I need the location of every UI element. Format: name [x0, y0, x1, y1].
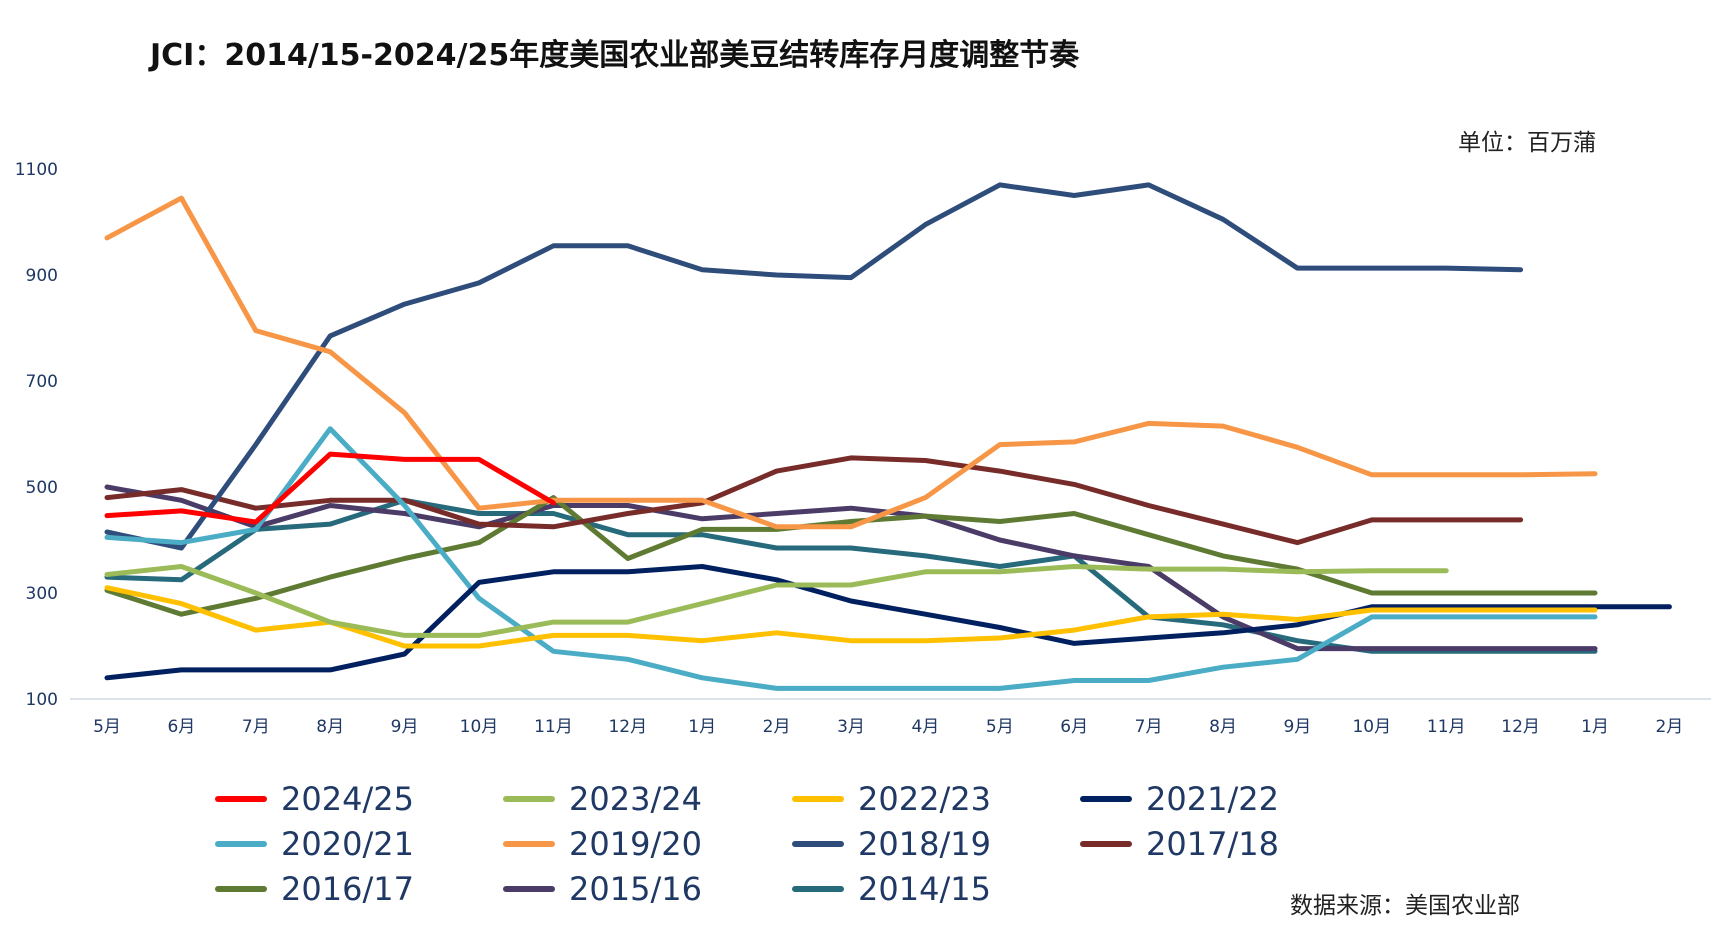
legend-swatch — [792, 841, 844, 847]
legend-swatch — [215, 886, 267, 892]
x-tick-label: 9月 — [1283, 717, 1311, 737]
legend-item: 2020/21 — [215, 825, 414, 863]
series-line-2022-23 — [104, 585, 1598, 649]
x-tick-label: 6月 — [1060, 717, 1088, 737]
legend-item: 2022/23 — [792, 780, 991, 818]
x-tick-label: 1月 — [1581, 717, 1609, 737]
legend-swatch — [215, 841, 267, 847]
legend-label: 2017/18 — [1146, 825, 1279, 863]
x-tick-label: 10月 — [1352, 717, 1391, 737]
legend-item: 2021/22 — [1080, 780, 1279, 818]
x-tick-label: 9月 — [391, 717, 419, 737]
legend-label: 2024/25 — [281, 780, 414, 818]
legend-label: 2022/23 — [858, 780, 991, 818]
x-tick-label: 8月 — [1209, 717, 1237, 737]
unit-label: 单位：百万蒲 — [1458, 130, 1596, 156]
legend-item: 2019/20 — [503, 825, 702, 863]
x-tick-label: 5月 — [986, 717, 1014, 737]
legend-swatch — [1080, 841, 1132, 847]
x-tick-label: 12月 — [608, 717, 647, 737]
legend-item: 2014/15 — [792, 870, 991, 908]
legend-swatch — [792, 886, 844, 892]
source-note: 数据来源：美国农业部 — [1290, 893, 1520, 919]
x-tick-label: 6月 — [167, 717, 195, 737]
x-tick-label: 2月 — [763, 717, 791, 737]
legend-swatch — [503, 841, 555, 847]
legend-label: 2018/19 — [858, 825, 991, 863]
x-tick-label: 7月 — [242, 717, 270, 737]
x-tick-label: 11月 — [534, 717, 573, 737]
legend-item: 2023/24 — [503, 780, 702, 818]
legend-label: 2020/21 — [281, 825, 414, 863]
legend-item: 2024/25 — [215, 780, 414, 818]
y-tick-label: 300 — [26, 584, 58, 604]
legend-swatch — [503, 886, 555, 892]
x-tick-label: 3月 — [837, 717, 865, 737]
legend-label: 2019/20 — [569, 825, 702, 863]
series-line-2024-25 — [104, 451, 556, 525]
x-tick-label: 5月 — [93, 717, 121, 737]
legend-label: 2021/22 — [1146, 780, 1279, 818]
legend-item: 2017/18 — [1080, 825, 1279, 863]
chart-title: JCI：2014/15-2024/25年度美国农业部美豆结转库存月度调整节奏 — [150, 38, 1080, 73]
legend-item: 2018/19 — [792, 825, 991, 863]
x-tick-label: 7月 — [1135, 717, 1163, 737]
x-tick-label: 1月 — [688, 717, 716, 737]
legend-label: 2016/17 — [281, 870, 414, 908]
series-line-2016-17 — [104, 495, 1598, 617]
series-line-2023-24 — [104, 564, 1449, 638]
y-tick-label: 700 — [26, 372, 58, 392]
x-tick-label: 10月 — [460, 717, 499, 737]
legend-label: 2015/16 — [569, 870, 702, 908]
x-tick-label: 12月 — [1501, 717, 1540, 737]
series-line-2018-19 — [104, 182, 1524, 551]
y-tick-label: 500 — [26, 478, 58, 498]
legend-swatch — [792, 796, 844, 802]
x-tick-label: 11月 — [1427, 717, 1466, 737]
series-line-2015-16 — [104, 484, 1598, 652]
x-tick-label: 4月 — [911, 717, 939, 737]
legend-label: 2014/15 — [858, 870, 991, 908]
series-line-2019-20 — [104, 195, 1598, 530]
series-line-2021-22 — [104, 564, 1672, 681]
legend-item: 2016/17 — [215, 870, 414, 908]
y-tick-label: 100 — [26, 690, 58, 710]
legend-item: 2015/16 — [503, 870, 702, 908]
x-tick-label: 8月 — [316, 717, 344, 737]
y-tick-label: 1100 — [15, 160, 58, 180]
legend-label: 2023/24 — [569, 780, 702, 818]
series-line-2017-18 — [104, 455, 1524, 546]
legend-swatch — [215, 796, 267, 802]
x-tick-label: 2月 — [1655, 717, 1683, 737]
legend-swatch — [1080, 796, 1132, 802]
legend-swatch — [503, 796, 555, 802]
y-tick-label: 900 — [26, 266, 58, 286]
